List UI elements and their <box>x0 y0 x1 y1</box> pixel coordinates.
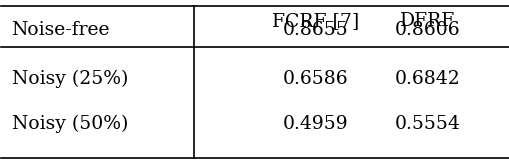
Text: 0.6842: 0.6842 <box>394 70 460 88</box>
Text: Noisy (50%): Noisy (50%) <box>12 115 128 133</box>
Text: Noise-free: Noise-free <box>12 21 110 39</box>
Text: Noisy (25%): Noisy (25%) <box>12 70 128 88</box>
Text: DFRF: DFRF <box>399 12 454 30</box>
Text: 0.6586: 0.6586 <box>282 70 348 88</box>
Text: 0.5554: 0.5554 <box>394 115 460 133</box>
Text: 0.8606: 0.8606 <box>394 21 459 39</box>
Text: 0.4959: 0.4959 <box>282 115 348 133</box>
Text: 0.8655: 0.8655 <box>282 21 348 39</box>
Text: FCRF [7]: FCRF [7] <box>272 12 359 30</box>
